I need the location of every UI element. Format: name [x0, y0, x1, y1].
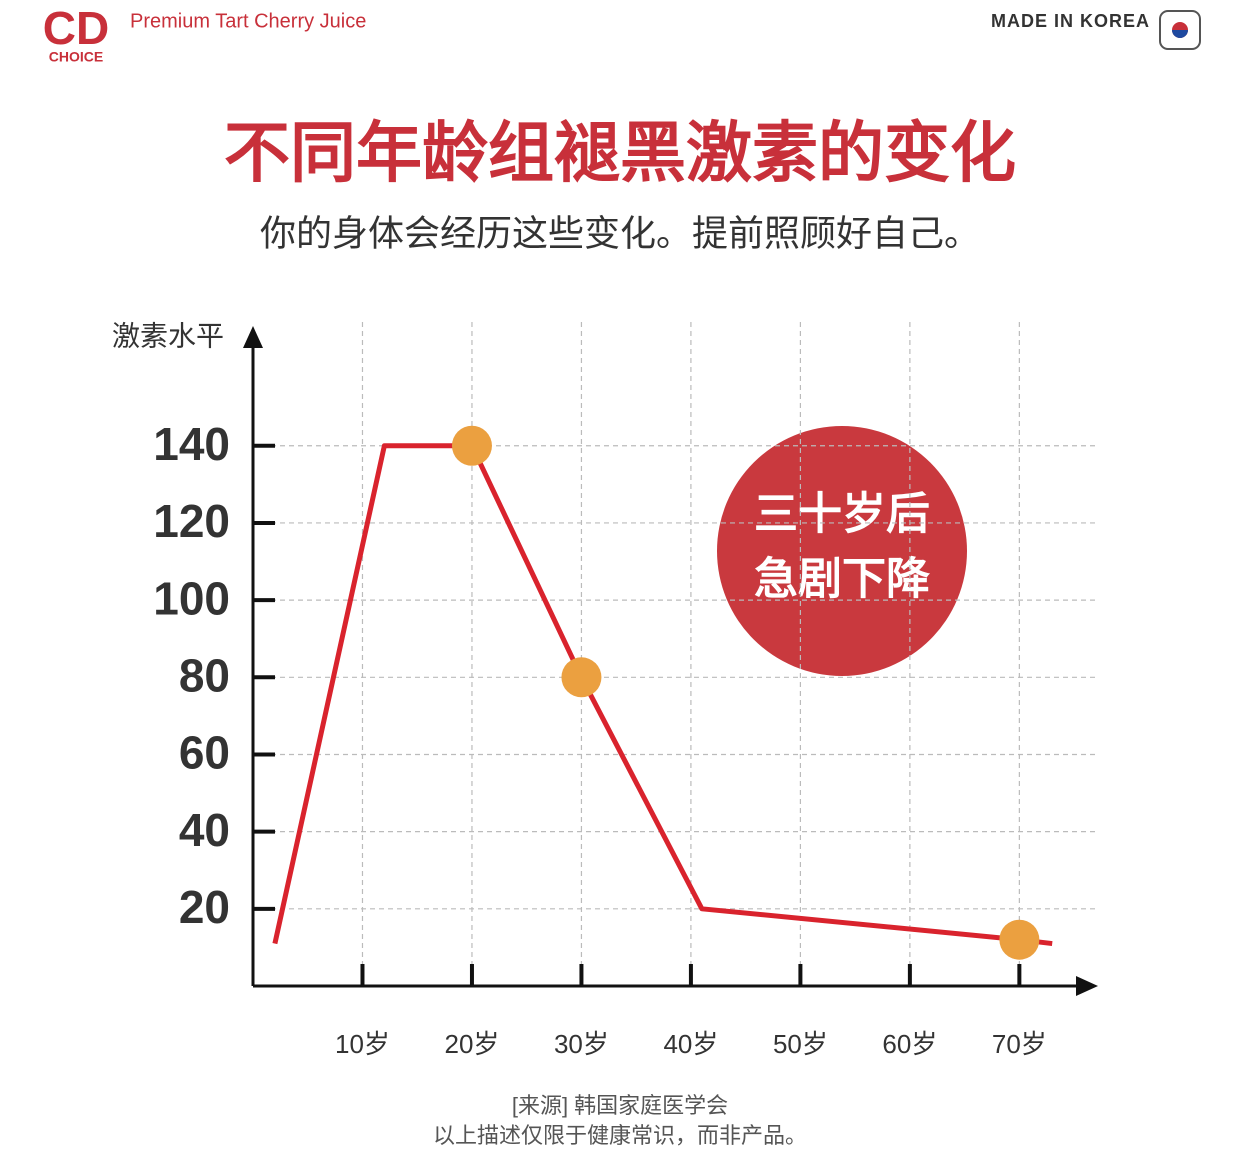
y-axis-label: 激素水平	[112, 320, 224, 351]
chart-title: 不同年龄组褪黑激素的变化	[224, 115, 1016, 189]
source: [来源] 韩国家庭医学会	[512, 1093, 728, 1118]
annotation: 三十岁后	[754, 490, 930, 539]
x-tick-label: 50岁	[773, 1029, 828, 1059]
tagline: Premium Tart Cherry Juice	[130, 10, 366, 32]
data-point	[999, 919, 1040, 960]
data-point	[561, 657, 602, 698]
y-axis-arrow	[243, 326, 263, 348]
origin: MADE IN KOREA	[991, 11, 1150, 31]
x-axis-arrow	[1076, 976, 1098, 996]
logo-sub: CHOICE	[49, 49, 103, 65]
y-tick-label: 120	[153, 495, 230, 547]
y-tick-label: 80	[179, 649, 230, 701]
y-tick-label: 140	[153, 418, 230, 470]
y-tick-label: 100	[153, 572, 230, 624]
y-tick-label: 40	[179, 804, 230, 856]
x-tick-label: 30岁	[554, 1029, 609, 1059]
chart-subtitle: 你的身体会经历这些变化。提前照顾好自己。	[260, 213, 980, 254]
x-tick-label: 40岁	[663, 1029, 718, 1059]
x-tick-label: 20岁	[445, 1029, 500, 1059]
data-point	[451, 425, 492, 466]
flag-emblem-blue	[1172, 30, 1188, 38]
logo: CD	[43, 2, 109, 54]
annotation-circle	[717, 426, 967, 676]
x-tick-label: 70岁	[992, 1029, 1047, 1059]
source: 以上描述仅限于健康常识，而非产品。	[433, 1123, 807, 1148]
x-tick-label: 60岁	[882, 1029, 937, 1059]
x-tick-label: 10岁	[335, 1029, 390, 1059]
y-tick-label: 60	[179, 727, 230, 779]
y-tick-label: 20	[179, 881, 230, 933]
annotation: 急剧下降	[754, 555, 930, 604]
